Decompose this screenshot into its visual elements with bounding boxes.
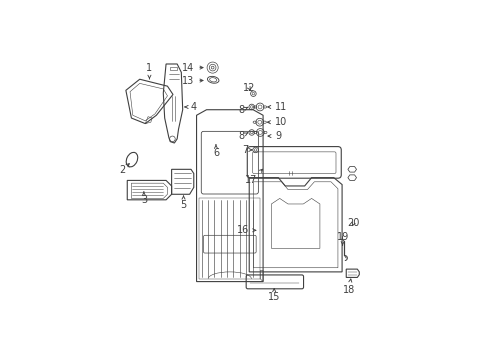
Text: 3: 3: [141, 192, 147, 205]
Text: 8: 8: [238, 105, 247, 115]
Text: 18: 18: [342, 279, 354, 296]
Text: 13: 13: [182, 76, 203, 86]
Text: 5: 5: [180, 196, 186, 210]
Text: 10: 10: [267, 117, 286, 127]
Text: 2: 2: [119, 164, 129, 175]
Text: 4: 4: [184, 102, 197, 112]
Text: 20: 20: [347, 218, 359, 228]
Text: 12: 12: [243, 83, 255, 93]
Text: 17: 17: [244, 169, 262, 185]
Bar: [169, 67, 176, 69]
Text: 19: 19: [336, 232, 348, 245]
Text: 16: 16: [237, 225, 255, 235]
Text: 1: 1: [146, 63, 152, 79]
Text: 6: 6: [212, 145, 219, 158]
Text: 9: 9: [267, 131, 281, 141]
Text: 11: 11: [267, 102, 286, 112]
Text: 7: 7: [242, 145, 251, 155]
Text: 8: 8: [238, 131, 247, 141]
Text: 14: 14: [182, 63, 203, 73]
Text: 15: 15: [267, 289, 280, 302]
